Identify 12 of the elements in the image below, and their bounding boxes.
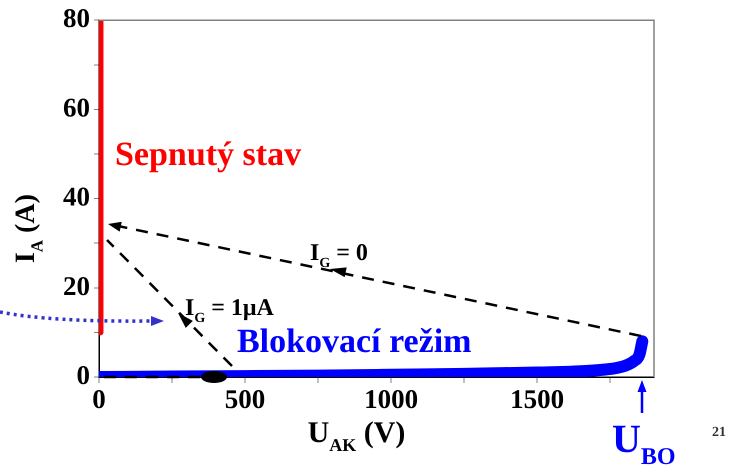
series-label: Sepnutý stav (115, 136, 302, 173)
text: 21 (712, 425, 726, 440)
x-tick-label: 1000 (364, 384, 418, 414)
y-axis-title: IA (A) (10, 194, 46, 264)
y-tick-label: 40 (63, 182, 90, 212)
x-tick-label: 500 (224, 384, 266, 414)
y-tick-label: 20 (63, 270, 90, 301)
series-label: Blokovací režim (237, 323, 472, 360)
y-tick-label: 0 (76, 360, 90, 390)
y-tick-label: 60 (63, 92, 90, 122)
x-tick-label: 1500 (510, 384, 564, 414)
y-tick-label: 80 (63, 3, 90, 34)
